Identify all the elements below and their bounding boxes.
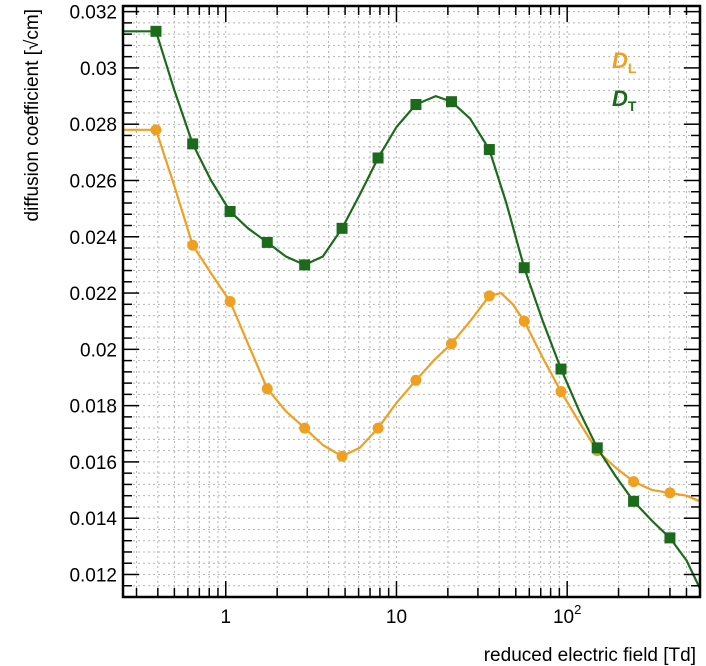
data-point: [224, 205, 236, 217]
y-tick-label: 0.03: [80, 59, 117, 80]
legend-dt-symbol: D: [612, 86, 628, 111]
data-point: [555, 386, 567, 398]
data-point: [410, 99, 422, 110]
data-point: [664, 487, 676, 499]
data-point: [299, 259, 311, 271]
y-axis-title: diffusion coefficient [√cm]: [22, 9, 43, 222]
data-point: [628, 495, 640, 507]
y-tick-label: 0.022: [69, 284, 117, 305]
legend-entry-dt: DT: [612, 86, 637, 114]
data-point: [150, 124, 162, 136]
series-line: [123, 30, 701, 590]
data-point: [336, 222, 348, 234]
data-point: [261, 383, 273, 395]
series-line: [123, 128, 701, 503]
data-point: [518, 315, 530, 327]
y-tick-label: 0.026: [69, 171, 117, 192]
data-point: [261, 236, 273, 248]
y-tick-label: 0.032: [69, 3, 117, 24]
y-tick-label: 0.018: [69, 397, 117, 418]
x-tick-label-exponent: 2: [574, 602, 581, 617]
series-t: [123, 25, 701, 590]
data-point: [372, 422, 384, 434]
data-point: [518, 262, 530, 274]
y-tick-label: 0.016: [69, 453, 117, 474]
x-tick-label: 10: [386, 607, 407, 628]
data-point: [372, 152, 384, 164]
legend-dl-subscript: L: [628, 60, 637, 76]
data-point: [299, 422, 311, 434]
x-tick-label: 1: [220, 607, 231, 628]
y-tick-label: 0.014: [69, 509, 117, 530]
data-point: [628, 476, 640, 488]
plot-frame: [121, 4, 702, 599]
ticks: [123, 6, 701, 598]
y-tick-label: 0.024: [69, 228, 117, 249]
tick-labels: 0.012 0.014 0.016 0.018 0.02 0.022 0.024 0.026 0…: [69, 3, 581, 628]
y-tick-label: 0.028: [69, 115, 117, 136]
data-point: [187, 239, 199, 251]
series-layer: [123, 25, 701, 590]
legend: DL DT: [612, 48, 637, 114]
x-axis-title: reduced electric field [Td]: [484, 645, 696, 666]
y-tick-label: 0.02: [80, 340, 117, 361]
data-point: [483, 144, 495, 156]
data-point: [150, 25, 162, 37]
data-point: [336, 450, 348, 462]
legend-entry-dl: DL: [612, 48, 637, 76]
data-point: [187, 138, 199, 150]
legend-dl-symbol: D: [612, 48, 628, 73]
data-point: [224, 296, 236, 307]
data-point: [591, 442, 603, 454]
data-point: [664, 532, 676, 544]
data-point: [483, 290, 495, 302]
data-point: [410, 374, 422, 386]
x-tick-label: 102: [553, 602, 581, 628]
legend-dt-subscript: T: [628, 98, 637, 114]
data-point: [445, 96, 457, 108]
y-tick-label: 0.012: [69, 565, 117, 586]
data-point: [445, 338, 457, 350]
data-point: [555, 363, 567, 375]
